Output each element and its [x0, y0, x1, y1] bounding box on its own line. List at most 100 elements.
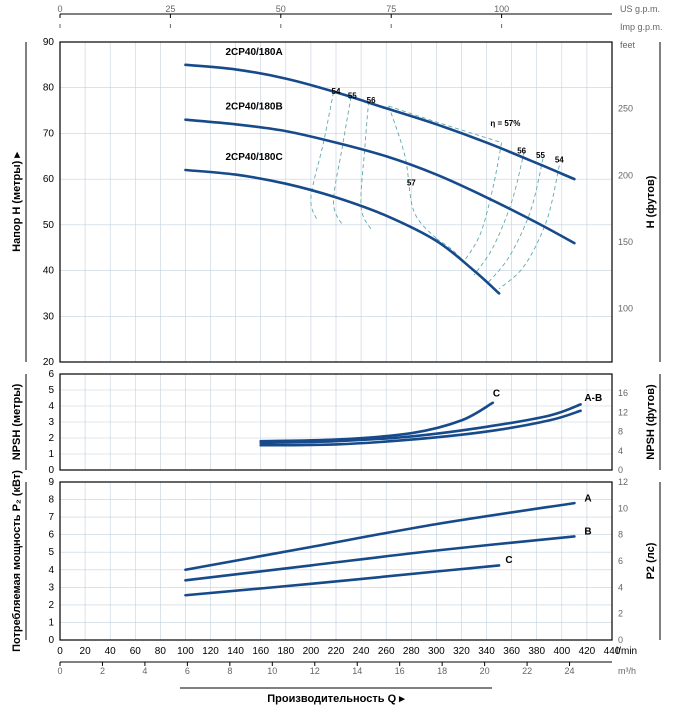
svg-text:6: 6 — [48, 369, 54, 380]
svg-text:90: 90 — [43, 37, 55, 48]
eff-label: 56 — [517, 146, 526, 155]
eff-label: 54 — [555, 155, 564, 164]
svg-text:340: 340 — [478, 646, 495, 657]
svg-text:160: 160 — [252, 646, 269, 657]
svg-text:9: 9 — [48, 477, 54, 488]
svg-text:1: 1 — [48, 449, 54, 460]
svg-text:40: 40 — [43, 266, 55, 277]
svg-text:Потребляемая мощность P₂ (кВт): Потребляемая мощность P₂ (кВт) — [11, 470, 23, 652]
svg-text:200: 200 — [618, 170, 633, 180]
svg-text:12: 12 — [618, 477, 628, 487]
svg-text:4: 4 — [48, 401, 54, 412]
svg-text:20: 20 — [480, 666, 490, 676]
grid — [60, 482, 612, 640]
eff-label: 55 — [536, 151, 545, 160]
svg-text:24: 24 — [565, 666, 575, 676]
svg-text:360: 360 — [503, 646, 520, 657]
svg-text:14: 14 — [352, 666, 362, 676]
svg-text:3: 3 — [48, 582, 54, 593]
svg-text:50: 50 — [276, 4, 286, 14]
svg-text:60: 60 — [43, 174, 55, 185]
eff-label: 55 — [348, 91, 357, 100]
svg-text:6: 6 — [185, 666, 190, 676]
x-axis-title: Производительность Q ▸ — [267, 693, 405, 705]
x-unit-lmin: l/min — [616, 646, 637, 657]
svg-text:4: 4 — [48, 565, 54, 576]
svg-text:feet: feet — [620, 40, 636, 50]
svg-text:2: 2 — [100, 666, 105, 676]
svg-text:0: 0 — [618, 465, 623, 475]
series-label: 2CP40/180B — [225, 102, 282, 113]
svg-text:6: 6 — [618, 556, 623, 566]
x-unit-imp: Imp g.p.m. — [620, 22, 663, 32]
svg-text:150: 150 — [618, 237, 633, 247]
svg-text:240: 240 — [353, 646, 370, 657]
svg-text:12: 12 — [310, 666, 320, 676]
series-tag: B — [584, 527, 591, 538]
efficiency-iso — [311, 92, 334, 220]
svg-text:0: 0 — [48, 635, 54, 646]
svg-text:0: 0 — [57, 4, 62, 14]
svg-text:0: 0 — [618, 635, 623, 645]
svg-text:8: 8 — [227, 666, 232, 676]
svg-text:2: 2 — [48, 600, 54, 611]
curve — [185, 503, 574, 570]
svg-text:10: 10 — [267, 666, 277, 676]
svg-text:20: 20 — [80, 646, 92, 657]
svg-text:1: 1 — [48, 617, 54, 628]
svg-text:8: 8 — [48, 495, 54, 506]
svg-text:50: 50 — [43, 220, 55, 231]
svg-text:100: 100 — [494, 4, 509, 14]
svg-text:2: 2 — [48, 433, 54, 444]
svg-text:40: 40 — [105, 646, 117, 657]
svg-text:12: 12 — [618, 407, 628, 417]
series-tag: A-B — [584, 393, 602, 404]
svg-text:100: 100 — [618, 304, 633, 314]
svg-text:250: 250 — [618, 104, 633, 114]
svg-text:260: 260 — [378, 646, 395, 657]
svg-text:320: 320 — [453, 646, 470, 657]
svg-text:5: 5 — [48, 547, 54, 558]
svg-text:100: 100 — [177, 646, 194, 657]
svg-text:8: 8 — [618, 427, 623, 437]
svg-text:0: 0 — [57, 646, 63, 657]
svg-text:8: 8 — [618, 530, 623, 540]
svg-text:Напор H (метры) ▸: Напор H (метры) ▸ — [11, 152, 23, 252]
svg-text:280: 280 — [403, 646, 420, 657]
svg-text:60: 60 — [130, 646, 142, 657]
svg-text:400: 400 — [553, 646, 570, 657]
eff-label: 57 — [407, 178, 416, 187]
pump-performance-chart: 0255075100US g.p.m.Imp g.p.m.20304050607… — [0, 0, 681, 727]
svg-text:NPSH (метры): NPSH (метры) — [11, 383, 23, 460]
svg-text:180: 180 — [277, 646, 294, 657]
series-tag: C — [493, 388, 500, 399]
eff-label: 54 — [332, 87, 341, 96]
svg-text:0: 0 — [48, 465, 54, 476]
svg-text:P2 (лс): P2 (лс) — [645, 542, 657, 579]
svg-text:0: 0 — [57, 666, 62, 676]
svg-text:22: 22 — [522, 666, 532, 676]
svg-text:3: 3 — [48, 417, 54, 428]
svg-text:16: 16 — [618, 388, 628, 398]
svg-text:20: 20 — [43, 357, 55, 368]
svg-text:NPSH (футов): NPSH (футов) — [645, 384, 657, 460]
efficiency-loop — [389, 106, 502, 143]
series-tag: A — [584, 493, 591, 504]
svg-text:16: 16 — [395, 666, 405, 676]
svg-text:300: 300 — [428, 646, 445, 657]
svg-text:5: 5 — [48, 385, 54, 396]
curve — [185, 170, 499, 293]
eff-label: 56 — [367, 96, 376, 105]
x-unit-gpm: US g.p.m. — [620, 4, 660, 14]
svg-text:2: 2 — [618, 609, 623, 619]
svg-text:6: 6 — [48, 530, 54, 541]
svg-text:120: 120 — [202, 646, 219, 657]
svg-text:10: 10 — [618, 503, 628, 513]
svg-text:H (футов): H (футов) — [645, 175, 657, 228]
svg-text:25: 25 — [165, 4, 175, 14]
svg-text:4: 4 — [618, 446, 623, 456]
svg-text:4: 4 — [142, 666, 147, 676]
svg-text:80: 80 — [155, 646, 167, 657]
svg-text:140: 140 — [227, 646, 244, 657]
svg-text:200: 200 — [303, 646, 320, 657]
